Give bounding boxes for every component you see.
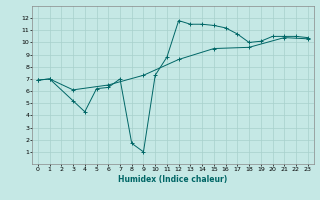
X-axis label: Humidex (Indice chaleur): Humidex (Indice chaleur) bbox=[118, 175, 228, 184]
